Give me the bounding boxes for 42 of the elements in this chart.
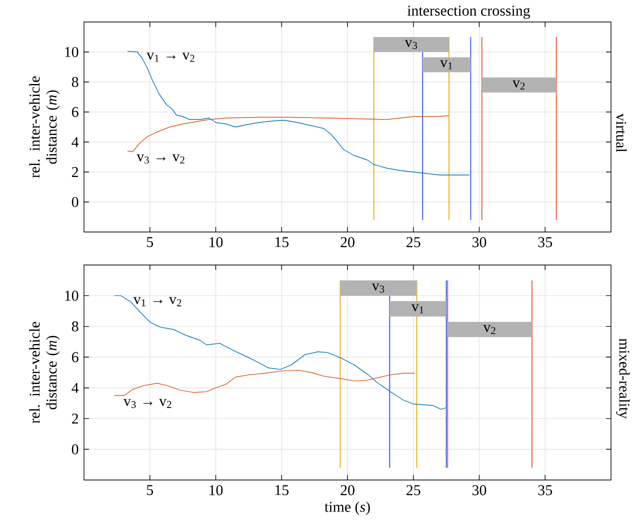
text: mixed-reality xyxy=(616,338,630,419)
text: intersection crossing xyxy=(407,6,530,19)
y-tick-label: 10 xyxy=(65,46,78,58)
x-tick-label: 5 xyxy=(147,485,154,496)
x-tick-label: 30 xyxy=(472,485,486,496)
x-tick-label: 5 xyxy=(147,237,154,248)
y-tick-label: 10 xyxy=(65,290,78,301)
y-tick-label: 2 xyxy=(72,167,78,177)
y-tick-label: 4 xyxy=(72,137,79,147)
series-label: v$_{3}$ → v$_{2}$ xyxy=(136,154,184,164)
y-tick-label: 6 xyxy=(72,106,78,118)
x-tick-label: 20 xyxy=(340,485,354,496)
y-tick-label: 4 xyxy=(72,382,79,393)
band-label: v$_{1}$ xyxy=(440,60,452,70)
x-tick-label: 35 xyxy=(538,485,552,496)
x-tick-label: 25 xyxy=(406,485,420,496)
line-series xyxy=(114,370,416,396)
band-label: v$_{2}$ xyxy=(483,324,496,334)
band-label: v$_{3}$ xyxy=(404,40,418,50)
y-tick-label: 0 xyxy=(72,196,78,208)
x-tick-label: 15 xyxy=(275,237,289,248)
series-label: v$_{1}$ → v$_{2}$ xyxy=(146,52,194,62)
series-label: v$_{3}$ → v$_{2}$ xyxy=(123,398,172,408)
x-tick-label: 35 xyxy=(538,237,552,248)
x-tick-label: 25 xyxy=(406,237,420,248)
line-series xyxy=(114,295,446,410)
y-tick-label: 6 xyxy=(72,352,78,362)
band-label: v$_{1}$ xyxy=(411,304,424,314)
y-tick-label: 8 xyxy=(72,76,78,88)
x-tick-label: 10 xyxy=(210,237,223,248)
x-axis-title: time (s) xyxy=(324,501,370,515)
x-tick-label: 15 xyxy=(275,485,289,496)
x-tick-label: 20 xyxy=(340,237,354,248)
y-tick-label: 2 xyxy=(72,414,78,424)
x-tick-label: 10 xyxy=(210,485,223,496)
x-tick-label: 30 xyxy=(472,237,486,248)
y-tick-label: 0 xyxy=(72,444,78,454)
band-label: v$_{2}$ xyxy=(512,80,525,90)
text: virtual xyxy=(616,113,627,152)
y-tick-label: 8 xyxy=(72,321,78,332)
series-label: v$_{1}$ → v$_{2}$ xyxy=(133,297,182,306)
band-label: v$_{3}$ xyxy=(372,283,384,293)
